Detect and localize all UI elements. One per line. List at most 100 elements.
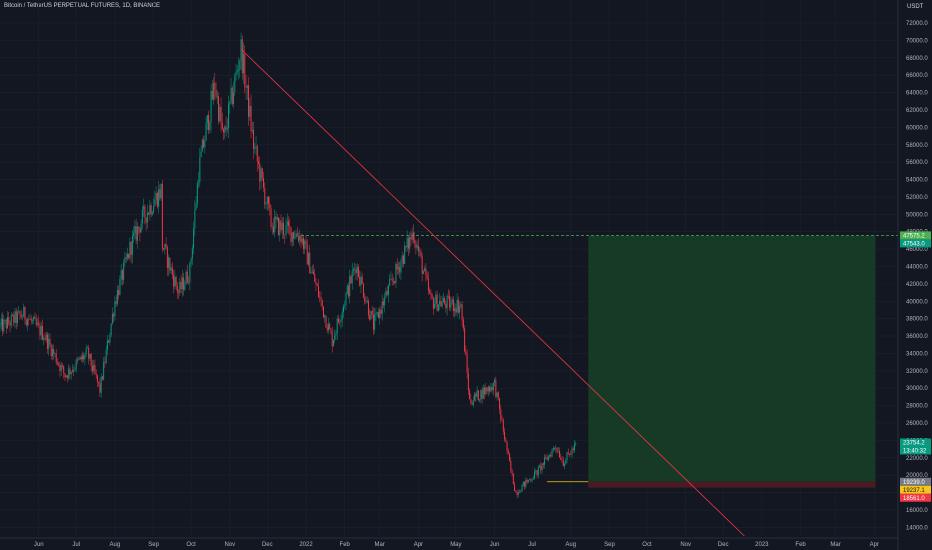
long-position-box[interactable] bbox=[588, 235, 876, 488]
candle-body bbox=[193, 228, 195, 249]
candle-body bbox=[53, 348, 55, 354]
candle-body bbox=[516, 492, 518, 495]
candle-body bbox=[189, 263, 191, 283]
price-unit-label: USDT bbox=[907, 4, 924, 10]
candle-body bbox=[559, 451, 561, 458]
candle-body bbox=[465, 351, 467, 355]
candle-body bbox=[173, 274, 175, 287]
candle-body bbox=[499, 398, 501, 410]
price-label-text: 18561.0 bbox=[903, 496, 925, 502]
horizontal-price-lines[interactable] bbox=[300, 234, 898, 483]
candle-body bbox=[474, 393, 476, 401]
candle-body bbox=[326, 327, 328, 331]
candle-body bbox=[65, 375, 67, 378]
time-axis[interactable]: Jun Jul Aug Sep Oct Nov Dec 2022 Feb Mar Apr May Jun… bbox=[34, 542, 879, 548]
candle-body bbox=[113, 313, 115, 317]
candle-body bbox=[460, 304, 462, 307]
candle-body bbox=[138, 226, 140, 229]
candle-body bbox=[184, 284, 186, 290]
candle-body bbox=[150, 205, 152, 215]
candle-body bbox=[566, 452, 568, 460]
candle-body bbox=[361, 276, 363, 284]
candle-body bbox=[309, 252, 311, 274]
candle-body bbox=[0, 324, 1, 328]
candle-body bbox=[447, 296, 449, 297]
candle-body bbox=[362, 283, 364, 298]
x-tick-label: Nov bbox=[224, 542, 235, 548]
target-zone[interactable] bbox=[588, 235, 876, 482]
candle-body bbox=[502, 420, 504, 432]
y-tick-label: 32000.0 bbox=[906, 369, 928, 375]
candle-body bbox=[519, 492, 521, 493]
candle-body bbox=[351, 270, 353, 284]
candle-body bbox=[118, 290, 120, 296]
candle-body bbox=[256, 146, 258, 162]
candle-body bbox=[201, 139, 203, 152]
trendline-group[interactable] bbox=[240, 48, 745, 537]
y-tick-label: 20000.0 bbox=[906, 473, 928, 479]
price-label-text: 47543.0 bbox=[903, 241, 925, 247]
candle-body bbox=[63, 366, 65, 374]
candle-body bbox=[254, 147, 256, 149]
x-tick-label: Aug bbox=[565, 542, 576, 548]
candle-body bbox=[209, 122, 211, 130]
candle-body bbox=[91, 366, 93, 371]
candle-body bbox=[575, 443, 577, 444]
candle-body bbox=[158, 189, 160, 207]
candle-body bbox=[200, 151, 202, 157]
y-tick-label: 14000.0 bbox=[906, 525, 928, 531]
candle-body bbox=[259, 163, 261, 182]
candle-body bbox=[396, 263, 398, 270]
candle-body bbox=[349, 276, 351, 297]
price-label-text: 23754.2 bbox=[903, 441, 925, 447]
price-axis[interactable]: 14000.016000.018000.020000.022000.024000… bbox=[906, 21, 928, 531]
candle-body bbox=[4, 319, 6, 321]
x-tick-label: Apr bbox=[870, 542, 879, 548]
trendline[interactable] bbox=[240, 48, 745, 537]
stop-zone[interactable] bbox=[588, 481, 876, 488]
candle-body bbox=[31, 320, 33, 321]
candle-body bbox=[285, 224, 287, 235]
candle-body bbox=[514, 484, 516, 491]
candle-body bbox=[153, 206, 155, 213]
candle-body bbox=[109, 334, 111, 343]
candle-body bbox=[90, 353, 92, 367]
candle-body bbox=[561, 459, 563, 461]
candle-body bbox=[339, 321, 341, 323]
candle-body bbox=[434, 303, 436, 309]
candle-body bbox=[370, 310, 372, 320]
candle-body bbox=[374, 314, 376, 330]
candle-body bbox=[466, 354, 468, 374]
candle-body bbox=[223, 128, 225, 133]
candle-body bbox=[350, 276, 352, 284]
price-label-tag bbox=[900, 493, 931, 502]
candle-body bbox=[532, 478, 534, 480]
price-label-text: 19239.0 bbox=[903, 480, 925, 486]
candle-body bbox=[520, 491, 522, 493]
candle-body bbox=[110, 323, 112, 335]
candle-body bbox=[294, 237, 296, 239]
candle-body bbox=[306, 243, 308, 265]
candle-body bbox=[554, 447, 556, 449]
candle-body bbox=[407, 238, 409, 249]
y-tick-label: 16000.0 bbox=[906, 508, 928, 514]
candle-body bbox=[459, 306, 461, 313]
candle-body bbox=[236, 70, 238, 72]
candle-body bbox=[352, 269, 354, 271]
candle-body bbox=[427, 278, 429, 291]
candle-body bbox=[485, 387, 487, 395]
x-tick-label: Apr bbox=[414, 542, 423, 548]
candle-body bbox=[332, 339, 334, 347]
candle-body bbox=[317, 285, 319, 297]
candle-body bbox=[28, 319, 30, 321]
candle-body bbox=[71, 369, 73, 372]
candle-body bbox=[163, 248, 165, 250]
candle-body bbox=[384, 297, 386, 306]
candle-body bbox=[139, 228, 141, 233]
candle-body bbox=[380, 309, 382, 315]
candle-body bbox=[6, 317, 8, 329]
y-tick-label: 54000.0 bbox=[906, 178, 928, 184]
candle-body bbox=[387, 285, 389, 296]
candle-body bbox=[233, 92, 235, 105]
